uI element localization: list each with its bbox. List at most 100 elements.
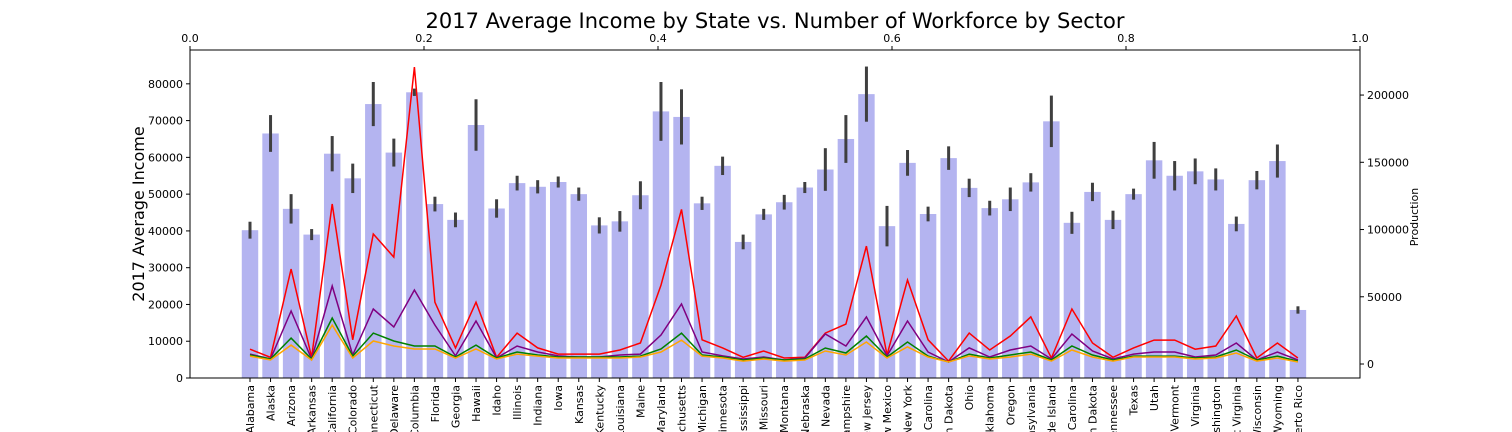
bar (282, 208, 300, 378)
bar (241, 230, 259, 378)
bar (714, 165, 731, 378)
bar (1125, 194, 1142, 378)
x2-tick-label: 1.0 (1351, 32, 1369, 45)
x-tick-label: h Dakota (1086, 385, 1099, 432)
bar (899, 162, 916, 378)
bar (508, 183, 526, 378)
bar (406, 92, 423, 379)
y-tick-label: 70000 (148, 115, 183, 128)
x-tick-label: Montana (778, 385, 791, 432)
x-tick-label: Wyoming (1271, 385, 1284, 432)
x-tick-label: Vermont (1169, 384, 1182, 431)
bar (776, 202, 793, 378)
bar (488, 208, 505, 378)
bar (529, 186, 546, 378)
x-tick-label: Idaho (491, 385, 504, 416)
x-tick-label: ashington (1210, 385, 1223, 432)
y-tick-label: 80000 (148, 78, 183, 91)
bar (1002, 199, 1019, 378)
y2-tick-label: 50000 (1367, 291, 1402, 304)
bar (365, 104, 382, 379)
y2-tick-label: 150000 (1367, 156, 1409, 169)
line (249, 323, 1299, 363)
y-tick-label: 30000 (148, 262, 183, 275)
bar (837, 138, 855, 378)
x-tick-label: h Dakota (943, 385, 956, 432)
x-tick-label: Arkansas (306, 385, 319, 432)
chart-title: 2017 Average Income by State vs. Number … (425, 9, 1124, 33)
x-tick-label: nnecticut (367, 384, 380, 432)
bar (693, 203, 711, 378)
bar (1022, 182, 1040, 378)
x-tick-label: Ohio (963, 385, 976, 411)
y2-tick-label: 200000 (1367, 89, 1409, 102)
bar (817, 169, 834, 378)
line (249, 316, 1299, 363)
bar (919, 214, 937, 378)
bar (940, 158, 957, 378)
x2-tick-label: 0.8 (1117, 32, 1135, 45)
x-tick-label: Louisiana (614, 385, 627, 432)
bar (755, 214, 772, 378)
x-tick-label: California (326, 385, 339, 432)
x-tick-label: Kansas (573, 385, 586, 424)
bar (611, 221, 629, 378)
bar (796, 187, 814, 378)
x-tick-label: Columbia (408, 385, 421, 432)
x-tick-label: Oregon (1004, 385, 1017, 425)
x-tick-label: Indiana (532, 385, 545, 426)
bar (981, 208, 998, 378)
x-tick-label: Arizona (285, 385, 298, 426)
bar (960, 187, 978, 378)
x-tick-label: Virginia (1189, 385, 1202, 426)
y-axis-label: 2017 Average Income (129, 126, 148, 301)
bar (1289, 309, 1307, 378)
y-tick-label: 10000 (148, 335, 183, 348)
line (249, 67, 1299, 363)
y2-tick-label: 0 (1367, 358, 1374, 371)
x-tick-label: Kentucky (593, 385, 606, 432)
x-tick-label: ew Mexico (881, 385, 894, 432)
x-tick-label: Hawaii (470, 385, 483, 422)
x-tick-label: klahoma (984, 385, 997, 432)
bar (1248, 180, 1266, 378)
x-tick-label: h Carolina (922, 385, 935, 432)
y-tick-label: 40000 (148, 225, 183, 238)
x2-tick-label: 0.0 (181, 32, 199, 45)
bar (467, 125, 485, 378)
x-tick-label: Georgia (449, 385, 462, 428)
x-tick-label: Alaska (265, 385, 278, 421)
x-tick-label: Florida (429, 385, 442, 422)
x-tick-label: New York (902, 384, 915, 432)
bar (385, 152, 403, 378)
y-tick-label: 20000 (148, 298, 183, 311)
x-tick-label: Maryland (655, 385, 668, 432)
x2-tick-label: 0.2 (415, 32, 433, 45)
x-tick-label: Nebraska (799, 385, 812, 432)
x-tick-label: de Island (1045, 385, 1058, 432)
x-tick-label: Illinois (511, 385, 524, 420)
bar (652, 111, 670, 378)
bar (323, 153, 341, 378)
x-tick-label: ew Jersey (860, 385, 873, 432)
bar (570, 194, 587, 378)
bar (262, 133, 279, 378)
x-tick-label: ampshire (840, 385, 853, 432)
bar (1207, 179, 1224, 378)
bar (1084, 191, 1101, 378)
x-tick-label: Texas (1128, 385, 1141, 417)
plot-frame (189, 49, 1361, 379)
bar (1145, 160, 1163, 378)
y-tick-label: 60000 (148, 151, 183, 164)
x-tick-label: Iowa (552, 385, 565, 411)
x-tick-label: Utah (1148, 385, 1161, 411)
bar (1228, 223, 1245, 378)
x2-tick-label: 0.4 (649, 32, 667, 45)
x-tick-label: ississippi (737, 385, 750, 432)
bar (1104, 219, 1122, 378)
x-tick-label: Nevada (819, 385, 832, 427)
bar (858, 94, 875, 379)
bar (591, 225, 608, 378)
x-tick-label: Colorado (347, 385, 360, 432)
